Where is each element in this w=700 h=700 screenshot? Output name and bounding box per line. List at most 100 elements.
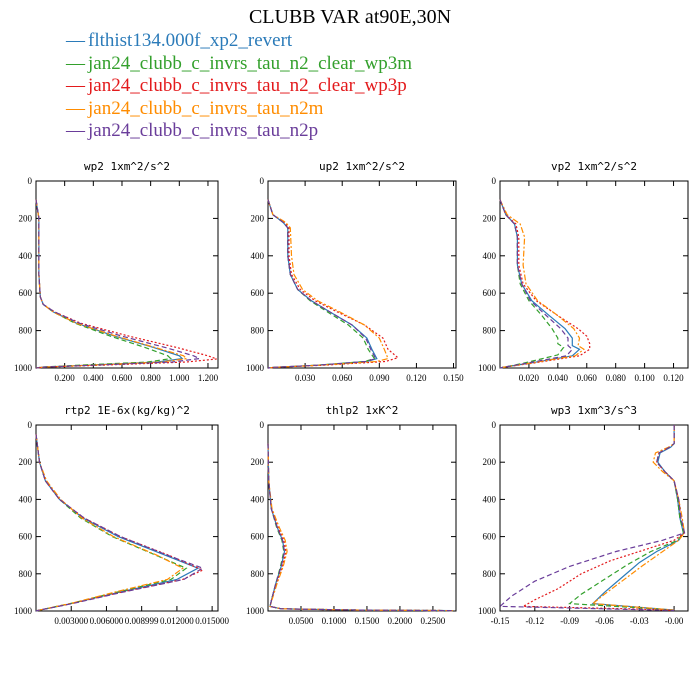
- series-line: [35, 199, 217, 369]
- y-tick-label: 800: [483, 326, 497, 336]
- y-tick-label: 200: [19, 213, 33, 223]
- x-tick-label: 0.060: [577, 373, 598, 383]
- series-line: [35, 434, 200, 612]
- y-tick-label: 1000: [246, 363, 265, 373]
- x-tick-label: 0.060: [332, 373, 353, 383]
- y-tick-label: 0: [492, 176, 497, 186]
- series-line: [267, 443, 453, 612]
- y-tick-label: 0: [28, 176, 33, 186]
- y-tick-label: 800: [251, 569, 265, 579]
- series-line: [499, 199, 574, 369]
- plot-frame: [499, 424, 689, 612]
- x-tick-label: 0.100: [634, 373, 655, 383]
- panel-title: vp2 1xm^2/s^2: [551, 160, 637, 173]
- series-line: [498, 425, 686, 611]
- y-tick-label: 1000: [478, 363, 497, 373]
- y-tick-label: 200: [19, 457, 33, 467]
- page-title: CLUBB VAR at90E,30N: [248, 6, 452, 28]
- plot-frame: [35, 180, 219, 369]
- legend-dash-icon: —: [66, 75, 85, 96]
- x-tick-label: -0.12: [525, 616, 544, 626]
- y-tick-label: 0: [28, 420, 33, 430]
- y-tick-label: 200: [483, 213, 497, 223]
- y-tick-label: 800: [19, 569, 33, 579]
- x-tick-label: 1.000: [169, 373, 190, 383]
- legend-dash-icon: —: [66, 30, 85, 51]
- y-tick-label: 0: [260, 176, 265, 186]
- y-tick-label: 600: [483, 288, 497, 298]
- series-line: [267, 443, 453, 612]
- x-tick-label: 0.200: [55, 373, 76, 383]
- panel-title: rtp2 1E-6x(kg/kg)^2: [64, 404, 190, 417]
- legend-item: — flthist134.000f_xp2_revert: [66, 30, 412, 53]
- series-line: [267, 443, 453, 612]
- y-tick-label: 400: [483, 494, 497, 504]
- x-tick-label: -0.00: [665, 616, 684, 626]
- x-tick-label: 0.150: [443, 373, 464, 383]
- x-tick-label: 0.012000: [160, 616, 194, 626]
- series-line: [568, 425, 685, 611]
- y-tick-label: 800: [19, 326, 33, 336]
- x-tick-label: -0.09: [560, 616, 579, 626]
- x-tick-label: 0.030: [295, 373, 316, 383]
- y-tick-label: 200: [251, 213, 265, 223]
- y-tick-label: 600: [19, 288, 33, 298]
- panel-title: up2 1xm^2/s^2: [319, 160, 405, 173]
- series-line: [267, 199, 400, 369]
- legend-item: — jan24_clubb_c_invrs_tau_n2_clear_wp3m: [66, 53, 412, 76]
- series-line: [591, 425, 685, 611]
- plot-frame: [499, 180, 689, 369]
- series-line: [267, 199, 376, 369]
- series-line: [35, 199, 188, 369]
- legend-item: — jan24_clubb_c_invrs_tau_n2p: [66, 120, 412, 143]
- legend-dash-icon: —: [66, 97, 85, 119]
- x-tick-label: 0.2000: [388, 616, 413, 626]
- x-tick-label: 0.020: [519, 373, 540, 383]
- y-tick-label: 400: [483, 251, 497, 261]
- series-line: [591, 425, 686, 611]
- y-tick-label: 600: [251, 288, 265, 298]
- y-tick-label: 400: [251, 251, 265, 261]
- y-tick-label: 400: [19, 494, 33, 504]
- series-line: [35, 199, 184, 369]
- series-line: [35, 434, 184, 612]
- x-tick-label: 0.008999: [125, 616, 159, 626]
- legend-item: — jan24_clubb_c_invrs_tau_n2_clear_wp3p: [66, 75, 412, 98]
- plot-frame: [267, 180, 457, 369]
- series-line: [499, 199, 585, 369]
- y-tick-label: 600: [251, 532, 265, 542]
- x-tick-label: 0.600: [112, 373, 133, 383]
- x-tick-label: 1.200: [198, 373, 219, 383]
- plot-frame: [267, 424, 457, 612]
- series-line: [267, 443, 453, 612]
- legend-dash-icon: —: [66, 52, 85, 74]
- x-tick-label: 0.1000: [322, 616, 347, 626]
- y-tick-label: 0: [492, 420, 497, 430]
- x-tick-label: -0.15: [491, 616, 510, 626]
- legend-item: — jan24_clubb_c_invrs_tau_n2m: [66, 98, 412, 121]
- y-tick-label: 1000: [246, 606, 265, 616]
- legend-label: jan24_clubb_c_invrs_tau_n2_clear_wp3m: [88, 52, 412, 74]
- x-tick-label: 0.120: [406, 373, 427, 383]
- x-tick-label: 0.040: [548, 373, 569, 383]
- y-tick-label: 0: [260, 420, 265, 430]
- panel-title: wp2 1xm^2/s^2: [84, 160, 170, 173]
- series-line: [35, 199, 172, 369]
- series-line: [35, 199, 202, 369]
- y-tick-label: 800: [483, 569, 497, 579]
- series-line: [499, 199, 591, 369]
- x-tick-label: 0.400: [83, 373, 104, 383]
- series-line: [35, 434, 205, 612]
- panel-title: thlp2 1xK^2: [326, 404, 399, 417]
- x-tick-label: -0.03: [630, 616, 649, 626]
- legend-label: jan24_clubb_c_invrs_tau_n2p: [88, 120, 319, 141]
- legend-dash-icon: —: [66, 120, 85, 141]
- legend-label: flthist134.000f_xp2_revert: [88, 30, 293, 51]
- x-tick-label: 0.1500: [355, 616, 380, 626]
- series-line: [267, 199, 389, 369]
- series-line: [267, 443, 453, 612]
- y-tick-label: 200: [251, 457, 265, 467]
- x-tick-label: 0.006000: [90, 616, 124, 626]
- x-tick-label: 0.800: [141, 373, 162, 383]
